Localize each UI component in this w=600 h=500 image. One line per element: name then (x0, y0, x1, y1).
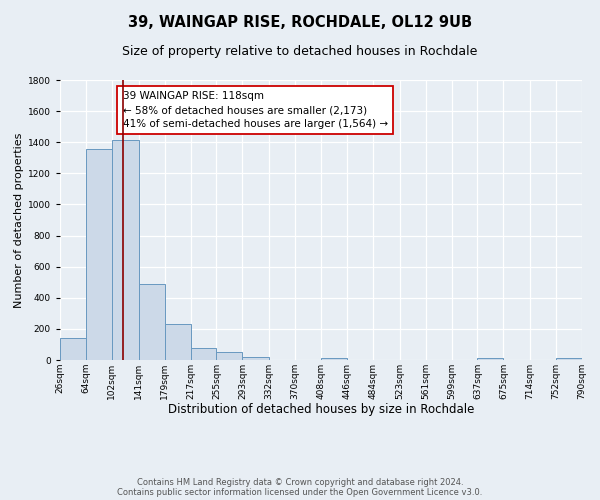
Bar (86, 149, 112, 360)
X-axis label: Distribution of detached houses by size in Rochdale: Distribution of detached houses by size … (168, 404, 474, 416)
Text: 39, WAINGAP RISE, ROCHDALE, OL12 9UB: 39, WAINGAP RISE, ROCHDALE, OL12 9UB (128, 15, 472, 30)
Bar (139, 284, 164, 360)
Bar (112, 140, 139, 360)
Bar (60, 338, 86, 360)
Bar (164, 324, 191, 360)
Y-axis label: Number of detached properties: Number of detached properties (14, 132, 24, 308)
Bar (217, 352, 242, 360)
Bar (321, 358, 347, 360)
Text: Contains public sector information licensed under the Open Government Licence v3: Contains public sector information licen… (118, 488, 482, 497)
Bar (191, 348, 217, 360)
Bar (556, 358, 582, 360)
Bar (242, 357, 269, 360)
Text: 39 WAINGAP RISE: 118sqm
← 58% of detached houses are smaller (2,173)
41% of semi: 39 WAINGAP RISE: 118sqm ← 58% of detache… (122, 91, 388, 129)
Text: Size of property relative to detached houses in Rochdale: Size of property relative to detached ho… (122, 45, 478, 58)
Bar (478, 358, 503, 360)
Text: Contains HM Land Registry data © Crown copyright and database right 2024.: Contains HM Land Registry data © Crown c… (137, 478, 463, 487)
